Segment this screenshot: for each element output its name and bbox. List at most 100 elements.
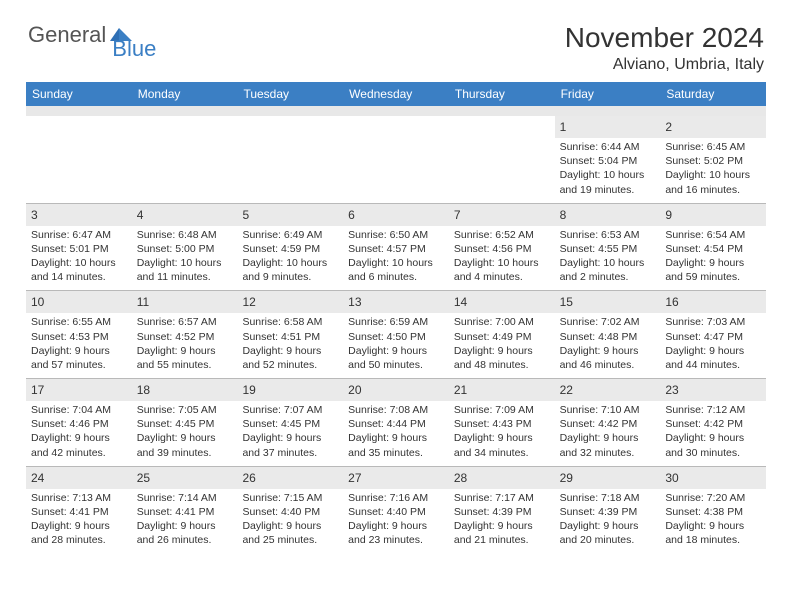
sunrise-text: Sunrise: 7:10 AM	[560, 403, 656, 417]
day-info: Sunrise: 6:49 AMSunset: 4:59 PMDaylight:…	[242, 228, 338, 285]
sunset-text: Sunset: 5:04 PM	[560, 154, 656, 168]
daylight-text: Daylight: 9 hours and 35 minutes.	[348, 431, 444, 459]
day-info: Sunrise: 6:58 AMSunset: 4:51 PMDaylight:…	[242, 315, 338, 372]
daylight-text: Daylight: 9 hours and 52 minutes.	[242, 344, 338, 372]
day-cell: 6Sunrise: 6:50 AMSunset: 4:57 PMDaylight…	[343, 204, 449, 291]
sunrise-text: Sunrise: 6:48 AM	[137, 228, 233, 242]
day-cell: 19Sunrise: 7:07 AMSunset: 4:45 PMDayligh…	[237, 379, 343, 466]
week-row: 1Sunrise: 6:44 AMSunset: 5:04 PMDaylight…	[26, 116, 766, 203]
day-number-row: 3	[26, 204, 132, 226]
day-number: 10	[31, 295, 44, 309]
day-number-row: 6	[343, 204, 449, 226]
sunrise-text: Sunrise: 7:02 AM	[560, 315, 656, 329]
day-number-row: 15	[555, 291, 661, 313]
header: General Blue November 2024 Alviano, Umbr…	[0, 0, 792, 82]
day-number: 28	[454, 471, 467, 485]
day-number-row: 1	[555, 116, 661, 138]
sunset-text: Sunset: 5:01 PM	[31, 242, 127, 256]
daylight-text: Daylight: 9 hours and 26 minutes.	[137, 519, 233, 547]
week-row: 10 Sunrise: 6:55 AMSunset: 4:53 PMDayligh…	[26, 290, 766, 378]
sunset-text: Sunset: 4:46 PM	[31, 417, 127, 431]
daylight-text: Daylight: 9 hours and 28 minutes.	[31, 519, 127, 547]
location: Alviano, Umbria, Italy	[565, 56, 764, 74]
day-info: Sunrise: 6:55 AMSunset: 4:53 PMDaylight:…	[31, 315, 127, 372]
day-cell: 21 Sunrise: 7:09 AMSunset: 4:43 PMDayligh…	[449, 379, 555, 466]
week-row: 24Sunrise: 7:13 AMSunset: 4:41 PMDayligh…	[26, 466, 766, 554]
day-number: 26	[242, 471, 255, 485]
sunset-text: Sunset: 4:49 PM	[454, 330, 550, 344]
daylight-text: Daylight: 9 hours and 25 minutes.	[242, 519, 338, 547]
dow-sunday: Sunday	[26, 82, 132, 106]
day-number-row: 12	[237, 291, 343, 313]
day-cell: 8Sunrise: 6:53 AMSunset: 4:55 PMDaylight…	[555, 204, 661, 291]
day-info: Sunrise: 7:08 AMSunset: 4:44 PMDaylight:…	[348, 403, 444, 460]
sunrise-text: Sunrise: 6:53 AM	[560, 228, 656, 242]
sunrise-text: Sunrise: 7:05 AM	[137, 403, 233, 417]
day-cell: 9Sunrise: 6:54 AMSunset: 4:54 PMDaylight…	[660, 204, 766, 291]
day-number: 8	[560, 208, 567, 222]
day-info: Sunrise: 6:48 AMSunset: 5:00 PMDaylight:…	[137, 228, 233, 285]
dow-wednesday: Wednesday	[343, 82, 449, 106]
daylight-text: Daylight: 10 hours and 11 minutes.	[137, 256, 233, 284]
sunset-text: Sunset: 4:39 PM	[560, 505, 656, 519]
dow-saturday: Saturday	[660, 82, 766, 106]
day-cell: 15Sunrise: 7:02 AMSunset: 4:48 PMDayligh…	[555, 291, 661, 378]
day-cell: 4Sunrise: 6:48 AMSunset: 5:00 PMDaylight…	[132, 204, 238, 291]
day-info: Sunrise: 7:09 AMSunset: 4:43 PMDaylight:…	[454, 403, 550, 460]
sunrise-text: Sunrise: 7:07 AM	[242, 403, 338, 417]
sunset-text: Sunset: 4:40 PM	[242, 505, 338, 519]
day-number: 11	[137, 295, 149, 309]
sunrise-text: Sunrise: 7:14 AM	[137, 491, 233, 505]
sunset-text: Sunset: 4:43 PM	[454, 417, 550, 431]
week-row: 3Sunrise: 6:47 AMSunset: 5:01 PMDaylight…	[26, 203, 766, 291]
day-number-row: 16	[660, 291, 766, 313]
day-info: Sunrise: 6:47 AMSunset: 5:01 PMDaylight:…	[31, 228, 127, 285]
day-number: 21	[454, 383, 467, 397]
day-number-row: 22	[555, 379, 661, 401]
day-number: 22	[560, 383, 573, 397]
day-cell	[237, 116, 343, 203]
day-cell: 11Sunrise: 6:57 AMSunset: 4:52 PMDayligh…	[132, 291, 238, 378]
day-info: Sunrise: 6:45 AMSunset: 5:02 PMDaylight:…	[665, 140, 761, 197]
logo-text-blue: Blue	[112, 36, 156, 62]
day-info: Sunrise: 7:00 AMSunset: 4:49 PMDaylight:…	[454, 315, 550, 372]
month-title: November 2024	[565, 22, 764, 54]
day-number-row: 4	[132, 204, 238, 226]
day-number-row: 8	[555, 204, 661, 226]
sunset-text: Sunset: 4:38 PM	[665, 505, 761, 519]
day-info: Sunrise: 7:10 AMSunset: 4:42 PMDaylight:…	[560, 403, 656, 460]
daylight-text: Daylight: 9 hours and 37 minutes.	[242, 431, 338, 459]
sunset-text: Sunset: 4:40 PM	[348, 505, 444, 519]
day-number-row: 27	[343, 467, 449, 489]
day-info: Sunrise: 6:50 AMSunset: 4:57 PMDaylight:…	[348, 228, 444, 285]
day-cell: 2Sunrise: 6:45 AMSunset: 5:02 PMDaylight…	[660, 116, 766, 203]
day-info: Sunrise: 6:59 AMSunset: 4:50 PMDaylight:…	[348, 315, 444, 372]
day-number: 9	[665, 208, 672, 222]
day-number-row: 24	[26, 467, 132, 489]
daylight-text: Daylight: 9 hours and 59 minutes.	[665, 256, 761, 284]
day-info: Sunrise: 7:04 AMSunset: 4:46 PMDaylight:…	[31, 403, 127, 460]
sunset-text: Sunset: 4:55 PM	[560, 242, 656, 256]
day-info: Sunrise: 7:20 AMSunset: 4:38 PMDaylight:…	[665, 491, 761, 548]
day-number-row: 18	[132, 379, 238, 401]
day-info: Sunrise: 7:07 AMSunset: 4:45 PMDaylight:…	[242, 403, 338, 460]
dow-thursday: Thursday	[449, 82, 555, 106]
day-number: 25	[137, 471, 150, 485]
sunset-text: Sunset: 5:02 PM	[665, 154, 761, 168]
sunset-text: Sunset: 4:57 PM	[348, 242, 444, 256]
day-cell: 26Sunrise: 7:15 AMSunset: 4:40 PMDayligh…	[237, 467, 343, 554]
sunrise-text: Sunrise: 6:59 AM	[348, 315, 444, 329]
day-cell	[449, 116, 555, 203]
sunset-text: Sunset: 4:44 PM	[348, 417, 444, 431]
sunset-text: Sunset: 4:52 PM	[137, 330, 233, 344]
daylight-text: Daylight: 9 hours and 23 minutes.	[348, 519, 444, 547]
daylight-text: Daylight: 9 hours and 55 minutes.	[137, 344, 233, 372]
daylight-text: Daylight: 9 hours and 46 minutes.	[560, 344, 656, 372]
daylight-text: Daylight: 9 hours and 30 minutes.	[665, 431, 761, 459]
day-cell: 5Sunrise: 6:49 AMSunset: 4:59 PMDaylight…	[237, 204, 343, 291]
day-cell: 1Sunrise: 6:44 AMSunset: 5:04 PMDaylight…	[555, 116, 661, 203]
sunset-text: Sunset: 4:45 PM	[242, 417, 338, 431]
day-cell: 12Sunrise: 6:58 AMSunset: 4:51 PMDayligh…	[237, 291, 343, 378]
day-number: 20	[348, 383, 361, 397]
weeks-container: 1Sunrise: 6:44 AMSunset: 5:04 PMDaylight…	[26, 116, 766, 553]
